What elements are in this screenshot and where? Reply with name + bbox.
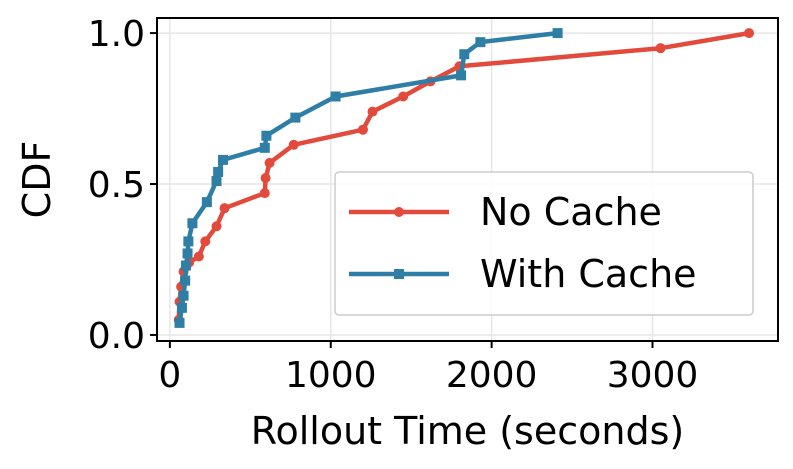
data-point-circle [367,106,378,117]
data-point-square [174,317,185,328]
legend-label: No Cache [480,190,662,234]
data-point-square [180,260,191,271]
series-layer [173,28,755,328]
data-point-circle [744,28,755,39]
data-point-circle [259,188,270,199]
series-1 [174,28,563,328]
data-point-square [176,302,187,313]
legend-box [334,171,754,316]
data-point-square [201,197,212,208]
x-axis-ticks: 0 1000 2000 3000 [158,341,698,396]
data-point-square [182,248,193,259]
legend-item-1: With Cache [349,252,697,296]
data-point-square [259,142,270,153]
data-point-square [213,166,224,177]
x-tick-label: 0 [158,355,181,396]
data-point-circle [193,251,204,262]
data-point-square [217,154,228,165]
data-point-circle [264,157,275,168]
y-tick-label: 0.5 [88,165,145,206]
legend-marker-circle [394,207,404,217]
data-point-circle [357,124,368,135]
legend-label: With Cache [480,252,697,296]
data-point-square [183,236,194,247]
data-point-square [261,130,272,141]
data-point-square [475,37,486,48]
data-point-square [456,70,467,81]
data-point-circle [398,91,409,102]
data-point-square [552,28,563,39]
data-point-square [178,290,189,301]
x-tick-label: 1000 [285,355,377,396]
data-point-square [459,49,470,60]
y-axis-label: CDF [15,141,59,219]
legend-marker-square [394,269,404,279]
data-point-circle [200,236,211,247]
data-point-square [211,176,222,187]
legend-item-0: No Cache [349,190,662,234]
y-tick-label: 1.0 [88,14,145,55]
data-point-square [187,218,198,229]
data-point-square [290,112,301,123]
x-tick-label: 2000 [446,355,538,396]
legend: No Cache With Cache [334,171,754,316]
x-axis-label: Rollout Time (seconds) [251,409,684,453]
data-point-circle [260,172,271,183]
x-tick-label: 3000 [607,355,699,396]
data-point-circle [288,139,299,150]
data-point-circle [219,203,230,214]
plot-frame [156,17,779,342]
y-axis-ticks: 0.0 0.5 1.0 [88,14,157,357]
data-point-square [180,275,191,286]
data-point-square [330,91,341,102]
data-point-circle [211,221,222,232]
y-tick-label: 0.0 [88,316,145,357]
data-point-circle [655,43,666,54]
